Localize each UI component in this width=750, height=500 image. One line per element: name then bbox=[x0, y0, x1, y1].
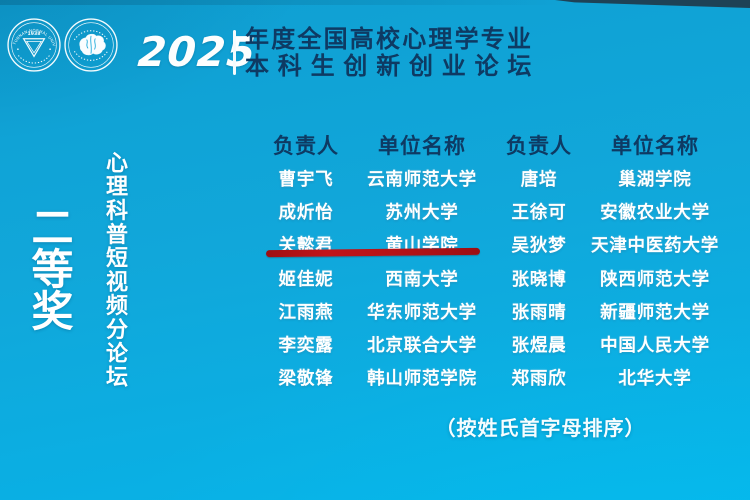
leader-name: 成炘怡 bbox=[278, 203, 334, 224]
top-edge-shadow bbox=[0, 0, 750, 5]
unit-name: 陕西师范大学 bbox=[600, 269, 710, 290]
column-header-leader: 负责人 bbox=[273, 134, 339, 158]
ring-bottom-marks bbox=[73, 50, 109, 61]
unit-name: 北华大学 bbox=[618, 369, 692, 390]
leader-name: 张煜晨 bbox=[511, 336, 567, 357]
university-logo: YUNNAN NORMAL UNIVERSITY 1938 bbox=[7, 18, 61, 72]
unit-name: 苏州大学 bbox=[385, 203, 459, 224]
ring-bottom-marks bbox=[18, 55, 50, 64]
column-header-leader: 负责人 bbox=[506, 134, 572, 158]
forum-brain-logo bbox=[64, 18, 118, 72]
unit-name: 北京联合大学 bbox=[367, 336, 477, 357]
title-divider bbox=[233, 30, 236, 75]
sorting-note: （按姓氏首字母排序） bbox=[435, 416, 646, 440]
unit-name: 中国人民大学 bbox=[600, 336, 710, 357]
leader-name: 姬佳妮 bbox=[278, 269, 334, 290]
leader-name: 梁敬锋 bbox=[278, 369, 334, 390]
leader-name: 张晓博 bbox=[511, 269, 567, 290]
leader-name: 曹宇飞 bbox=[278, 170, 334, 191]
leader-name: 王徐可 bbox=[511, 203, 567, 224]
subforum-label: 心理科普短视频分论坛 bbox=[102, 151, 127, 389]
event-year: 2025 bbox=[136, 28, 258, 76]
university-founding-year: 1938 bbox=[28, 31, 41, 37]
unit-name: 巢湖学院 bbox=[618, 170, 692, 191]
unit-name: 韩山师范学院 bbox=[367, 369, 477, 390]
event-title: 年度全国高校心理学专业 本科生创新创业论坛 bbox=[245, 26, 540, 80]
column-header-unit: 单位名称 bbox=[611, 134, 699, 158]
unit-name: 安徽农业大学 bbox=[600, 203, 710, 224]
leader-name: 吴狄梦 bbox=[511, 236, 567, 257]
leader-name: 张雨晴 bbox=[511, 302, 567, 323]
unit-name: 华东师范大学 bbox=[367, 302, 477, 323]
event-title-line2: 本科生创新创业论坛 bbox=[245, 52, 541, 80]
column-header-unit: 单位名称 bbox=[378, 134, 466, 158]
unit-name: 西南大学 bbox=[385, 269, 459, 290]
unit-name: 天津中医药大学 bbox=[590, 236, 720, 257]
emblem-triangle-inner bbox=[25, 40, 43, 54]
brain-icon bbox=[79, 33, 106, 56]
ring-top-marks bbox=[73, 30, 109, 41]
event-title-line1: 年度全国高校心理学专业 bbox=[245, 25, 534, 53]
brain-folds bbox=[86, 35, 96, 54]
leader-name: 郑雨欣 bbox=[511, 369, 567, 390]
unit-name: 新疆师范大学 bbox=[600, 302, 710, 323]
prize-level-label: 二等奖 bbox=[25, 205, 74, 331]
award-table-left: 负责人 单位名称 曹宇飞 云南师范大学 成炘怡 苏州大学 关懿君 黄山学院 姬佳… bbox=[255, 128, 487, 394]
leader-name: 江雨燕 bbox=[278, 302, 334, 323]
award-table-right: 负责人 单位名称 唐培 巢湖学院 王徐可 安徽农业大学 吴狄梦 天津中医药大学 … bbox=[488, 128, 720, 394]
screen-corner-shadow bbox=[555, 0, 750, 8]
emblem-triangle-outer bbox=[22, 38, 46, 58]
leader-name: 李奕露 bbox=[278, 336, 334, 357]
leader-name: 唐培 bbox=[520, 170, 558, 191]
unit-name: 云南师范大学 bbox=[367, 170, 477, 191]
